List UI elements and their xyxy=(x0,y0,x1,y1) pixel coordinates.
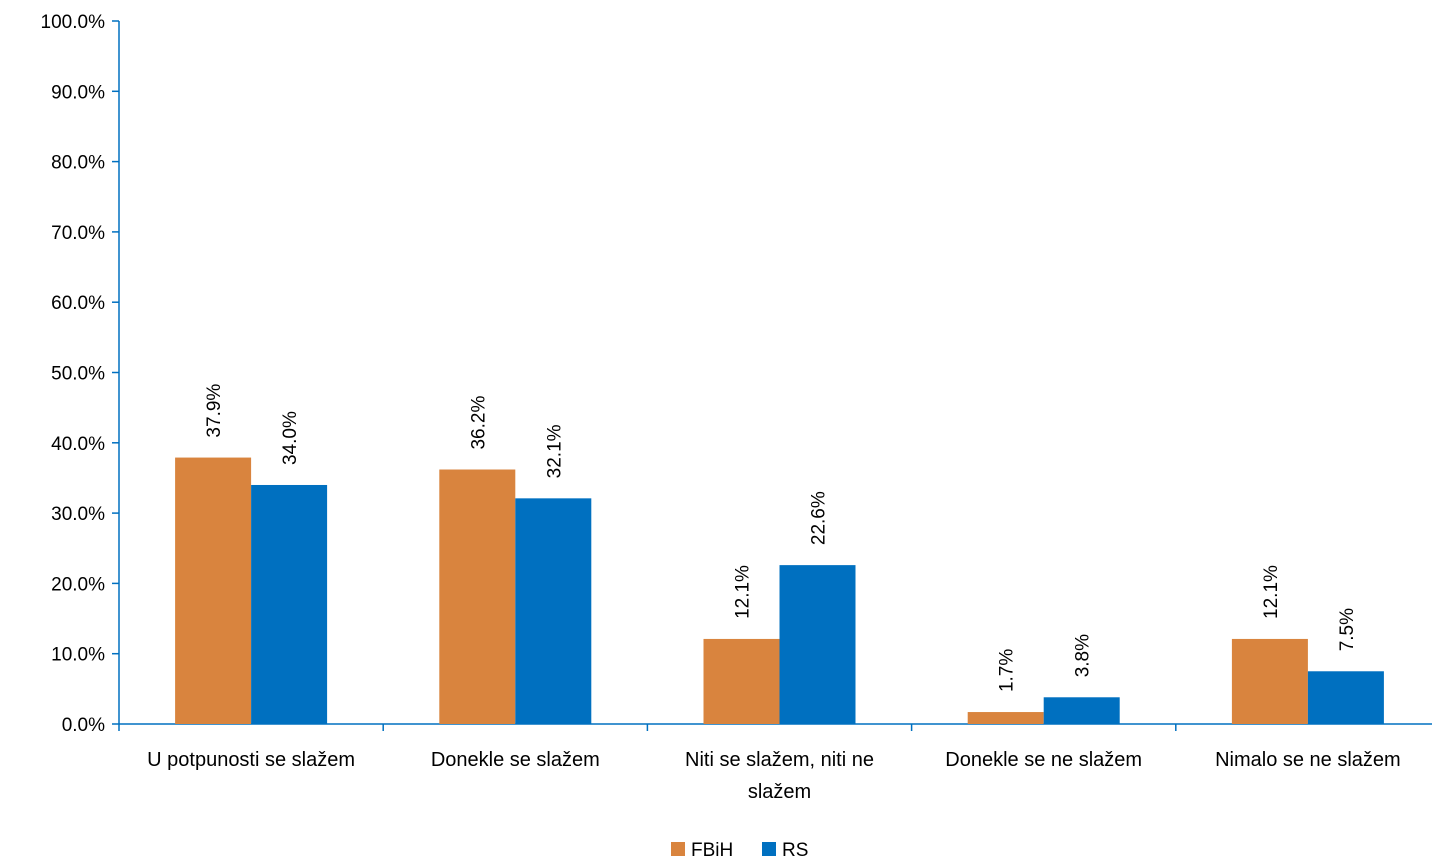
y-tick-label: 100.0% xyxy=(41,12,106,33)
legend-label-rs: RS xyxy=(782,840,808,859)
bar-rs-2 xyxy=(515,498,592,724)
bar-fbih-3 xyxy=(703,638,780,724)
bar-rs-4 xyxy=(1043,697,1120,724)
y-tick-label: 30.0% xyxy=(51,504,105,525)
data-label-rs-3: 22.6% xyxy=(809,491,830,545)
y-axis: 0.0% 10.0% 20.0% 30.0% 40.0% 50.0% 60.0% 70.0% 8… xyxy=(41,12,120,736)
category-label-4: Donekle se ne slažem xyxy=(945,749,1142,771)
bars xyxy=(175,457,1384,724)
category-label-line: Nimalo se ne slažem xyxy=(1215,749,1401,771)
y-tick-label: 0.0% xyxy=(62,715,105,736)
data-label-fbih-2: 36.2% xyxy=(468,396,489,450)
data-labels: 37.9% 34.0% 36.2% 32.1% 12.1% 22.6% 1.7% 3.8% 12… xyxy=(204,384,1358,692)
category-label-1: U potpunosti se slažem xyxy=(147,749,355,771)
bar-fbih-4 xyxy=(967,712,1044,724)
bar-rs-3 xyxy=(779,565,856,724)
category-label-line: slažem xyxy=(748,781,811,803)
category-label-line: Donekle se slažem xyxy=(431,749,600,771)
data-label-rs-4: 3.8% xyxy=(1073,634,1094,677)
category-label-3: Niti se slažem, niti ne slažem xyxy=(685,749,874,803)
y-tick-label: 60.0% xyxy=(51,293,105,314)
y-tick-label: 40.0% xyxy=(51,434,105,455)
data-label-rs-5: 7.5% xyxy=(1337,608,1358,651)
legend: FBiH RS xyxy=(671,840,808,859)
data-label-fbih-4: 1.7% xyxy=(997,649,1018,692)
legend-swatch-rs xyxy=(762,842,776,856)
data-label-rs-2: 32.1% xyxy=(544,424,565,478)
bar-rs-1 xyxy=(251,484,328,724)
category-label-line: Niti se slažem, niti ne xyxy=(685,749,874,771)
category-label-5: Nimalo se ne slažem xyxy=(1215,749,1401,771)
y-tick-label: 50.0% xyxy=(51,364,105,385)
y-tick-label: 80.0% xyxy=(51,153,105,174)
data-label-fbih-3: 12.1% xyxy=(733,565,754,619)
bar-rs-5 xyxy=(1307,671,1384,724)
y-tick-label: 10.0% xyxy=(51,645,105,666)
category-label-2: Donekle se slažem xyxy=(431,749,600,771)
category-labels: U potpunosti se slažem Donekle se slažem N… xyxy=(147,749,1401,803)
legend-swatch-fbih xyxy=(671,842,685,856)
category-label-line: Donekle se ne slažem xyxy=(945,749,1142,771)
category-label-line: U potpunosti se slažem xyxy=(147,749,355,771)
bar-fbih-1 xyxy=(175,457,252,724)
bar-fbih-2 xyxy=(439,469,516,724)
y-tick-label: 90.0% xyxy=(51,82,105,103)
legend-label-fbih: FBiH xyxy=(691,840,733,859)
y-tick-label: 70.0% xyxy=(51,223,105,244)
data-label-fbih-1: 37.9% xyxy=(204,384,225,438)
data-label-fbih-5: 12.1% xyxy=(1261,565,1282,619)
data-label-rs-1: 34.0% xyxy=(280,411,301,465)
bar-fbih-5 xyxy=(1231,638,1308,724)
x-axis xyxy=(118,723,1432,731)
y-tick-label: 20.0% xyxy=(51,574,105,595)
